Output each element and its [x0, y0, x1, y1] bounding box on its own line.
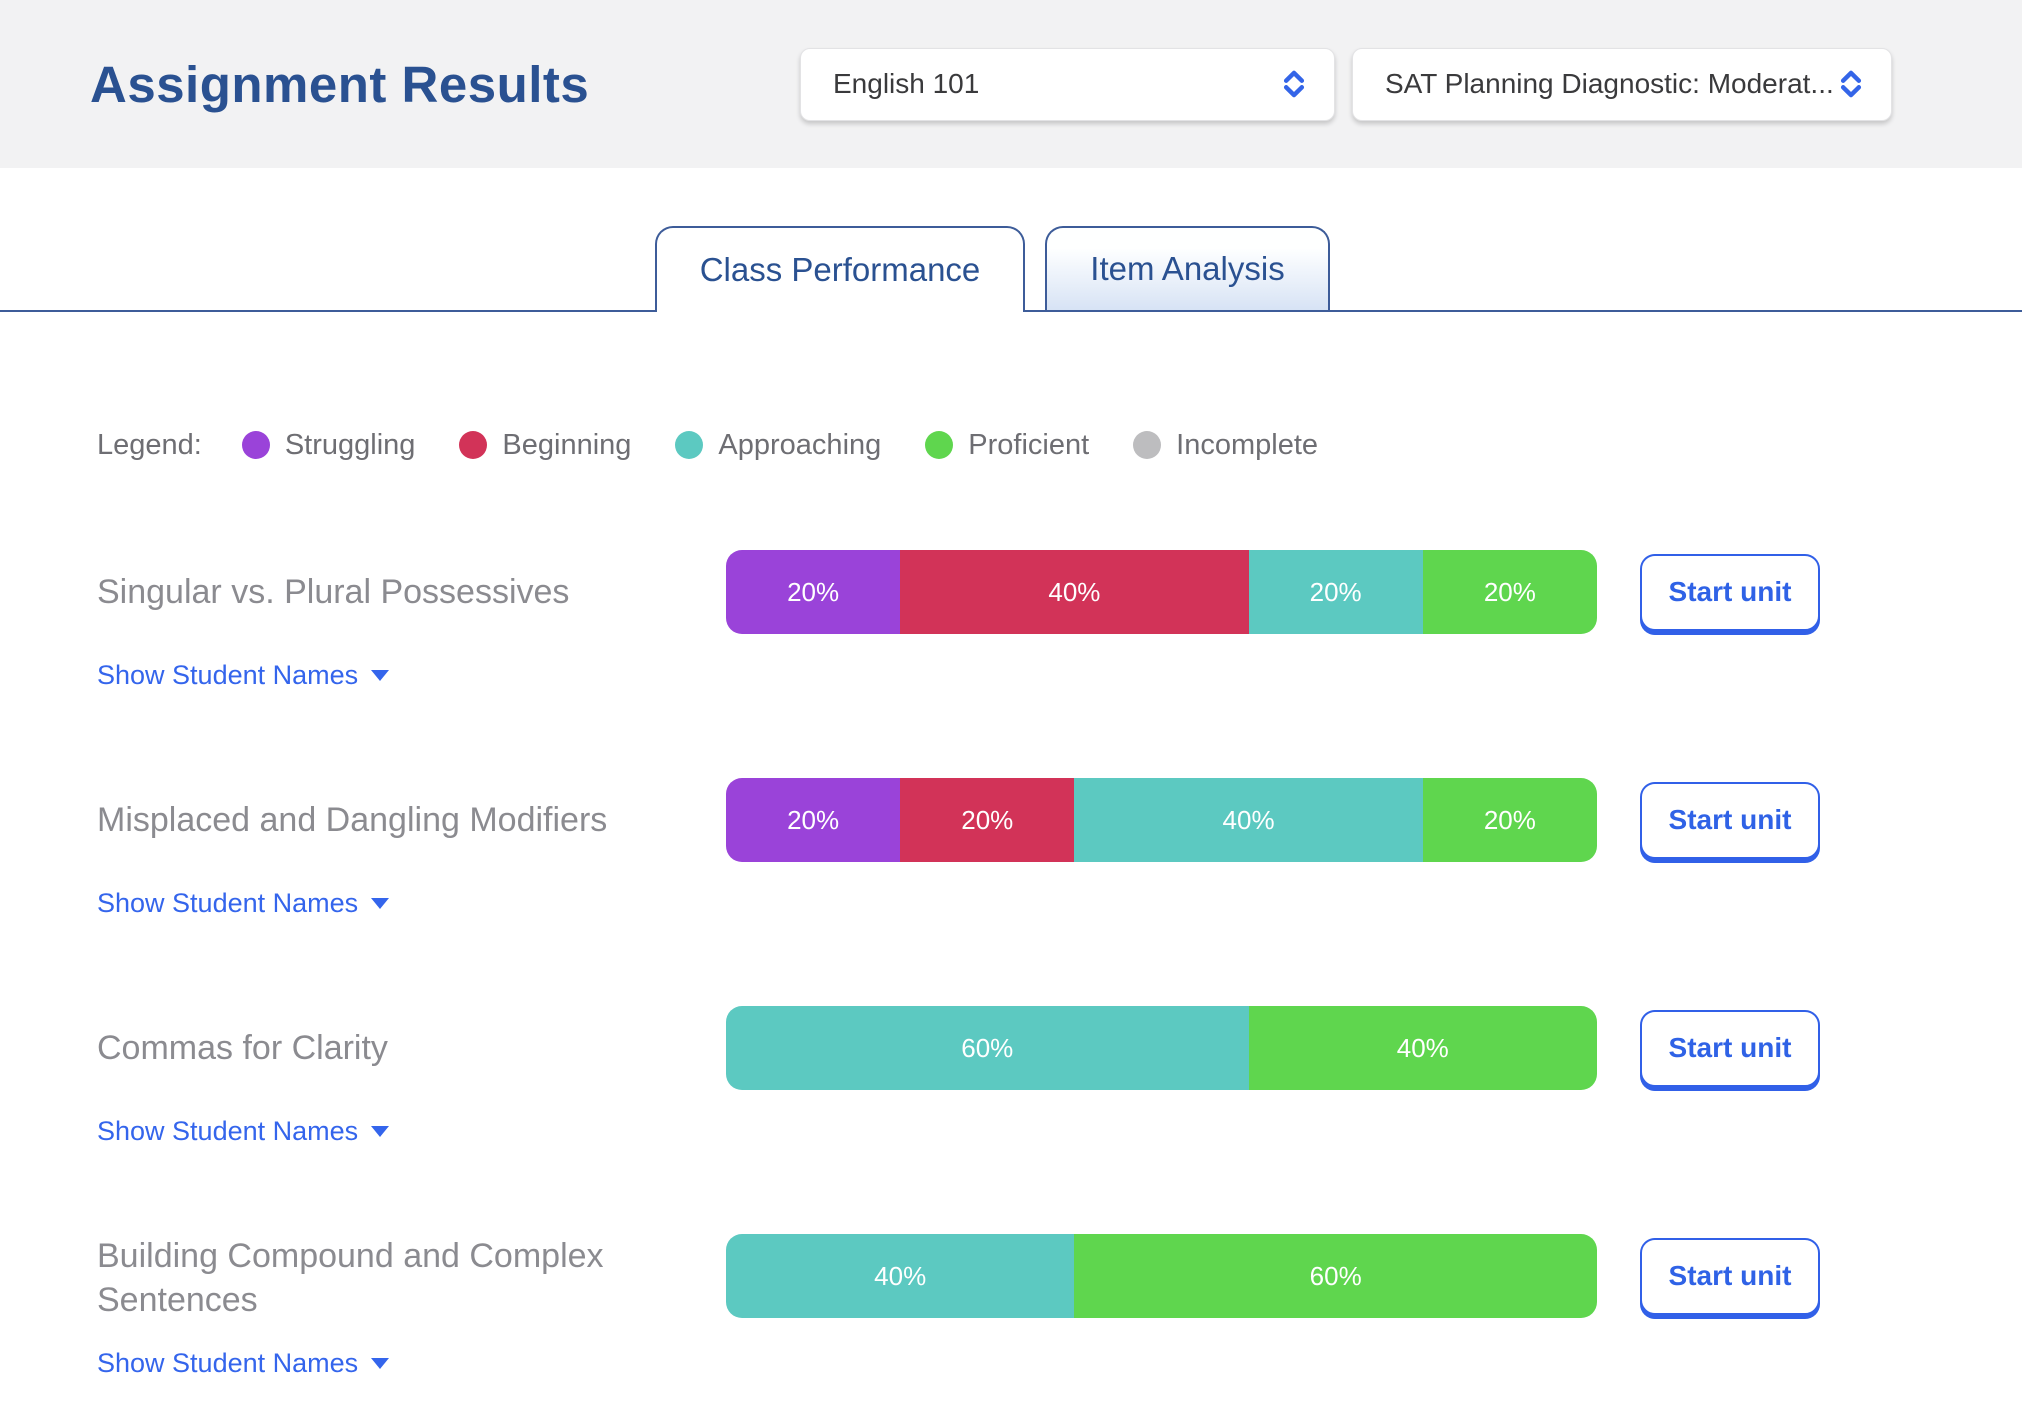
legend-item-label: Beginning [502, 428, 632, 461]
start-unit-button[interactable]: Start unit [1640, 1009, 1820, 1087]
bar-segment-proficient: 40% [1248, 1006, 1597, 1090]
legend-label: Legend: [97, 428, 202, 461]
page-title: Assignment Results [90, 55, 590, 113]
start-unit-button-wrap: Start unit [1640, 1006, 1820, 1090]
class-select-value: English 101 [833, 68, 980, 99]
segment-percent-label: 40% [1222, 804, 1275, 835]
performance-stacked-bar: 60% 40% [726, 1006, 1597, 1090]
performance-stacked-bar: 20% 40% 20% 20% [726, 550, 1597, 634]
segment-percent-label: 20% [1309, 576, 1362, 607]
show-student-names-link[interactable]: Show Student Names [97, 1116, 390, 1147]
legend-item-label: Struggling [284, 428, 416, 461]
legend-item-beginning: Beginning [459, 429, 631, 462]
performance-stacked-bar: 40% 60% [726, 1234, 1597, 1318]
legend-items: Struggling Beginning Approaching Proficient… [241, 428, 1362, 462]
unit-title: Commas for Clarity [97, 1029, 388, 1067]
unit-title: Singular vs. Plural Possessives [97, 573, 570, 611]
unit-info: Commas for Clarity Show Student Names [97, 1006, 726, 1147]
segment-percent-label: 60% [1309, 1260, 1362, 1291]
legend-item-label: Incomplete [1176, 428, 1319, 461]
show-student-names-link[interactable]: Show Student Names [97, 660, 390, 691]
proficient-dot-icon [925, 431, 954, 459]
tab-bar: Class Performance Item Analysis [0, 168, 2022, 312]
unit-result-row: Commas for Clarity Show Student Names 60% 4… [97, 1006, 2022, 1147]
segment-percent-label: 40% [874, 1260, 927, 1291]
segment-percent-label: 60% [961, 1032, 1014, 1063]
show-student-names-label: Show Student Names [97, 660, 359, 690]
start-unit-button[interactable]: Start unit [1640, 553, 1820, 631]
segment-percent-label: 20% [787, 576, 840, 607]
updown-chevron-icon [1840, 70, 1862, 98]
unit-result-row: Building Compound and Complex Sentences S… [97, 1234, 2022, 1379]
legend-item-struggling: Struggling [241, 428, 416, 462]
start-unit-button-wrap: Start unit [1640, 778, 1820, 862]
legend-item-incomplete: Incomplete [1133, 429, 1318, 462]
beginning-dot-icon [459, 431, 488, 459]
bar-segment-struggling: 20% [726, 778, 901, 862]
bar-segment-struggling: 20% [726, 550, 901, 634]
caret-down-icon [371, 1358, 390, 1369]
bar-segment-proficient: 60% [1074, 1234, 1597, 1318]
show-student-names-link[interactable]: Show Student Names [97, 1348, 390, 1379]
segment-percent-label: 20% [961, 804, 1014, 835]
show-student-names-label: Show Student Names [97, 1116, 359, 1146]
class-select[interactable]: English 101 [800, 47, 1335, 121]
caret-down-icon [371, 898, 390, 909]
show-student-names-label: Show Student Names [97, 1348, 359, 1378]
legend-item-proficient: Proficient [925, 429, 1089, 462]
unit-title: Misplaced and Dangling Modifiers [97, 801, 608, 839]
legend: Legend: Struggling Beginning Approaching Pr… [97, 427, 2022, 463]
start-unit-button-wrap: Start unit [1640, 1234, 1820, 1318]
legend-item-label: Proficient [968, 428, 1090, 461]
unit-result-row: Misplaced and Dangling Modifiers Show Stu… [97, 778, 2022, 919]
unit-info: Building Compound and Complex Sentences S… [97, 1234, 726, 1379]
caret-down-icon [371, 670, 390, 681]
approaching-dot-icon [675, 431, 704, 459]
show-student-names-label: Show Student Names [97, 888, 359, 918]
start-unit-button-wrap: Start unit [1640, 550, 1820, 634]
caret-down-icon [371, 1126, 390, 1137]
unit-info: Singular vs. Plural Possessives Show Stud… [97, 550, 726, 691]
bar-segment-approaching: 40% [726, 1234, 1075, 1318]
bar-segment-approaching: 20% [1248, 550, 1423, 634]
legend-item-approaching: Approaching [675, 429, 881, 462]
segment-percent-label: 40% [1048, 576, 1101, 607]
bar-segment-beginning: 40% [900, 550, 1249, 634]
show-student-names-link[interactable]: Show Student Names [97, 888, 390, 919]
struggling-dot-icon [241, 431, 270, 459]
unit-results-list: Singular vs. Plural Possessives Show Stud… [97, 550, 2022, 1379]
bar-segment-approaching: 60% [726, 1006, 1249, 1090]
legend-item-label: Approaching [718, 428, 882, 461]
bar-segment-proficient: 20% [1422, 550, 1597, 634]
segment-percent-label: 20% [1483, 804, 1536, 835]
start-unit-button[interactable]: Start unit [1640, 781, 1820, 859]
tab-item-analysis[interactable]: Item Analysis [1045, 226, 1330, 310]
segment-percent-label: 40% [1396, 1032, 1449, 1063]
performance-stacked-bar: 20% 20% 40% 20% [726, 778, 1597, 862]
tab-class-performance[interactable]: Class Performance [655, 226, 1025, 312]
assignment-select[interactable]: SAT Planning Diagnostic: Moderat... [1352, 47, 1892, 121]
segment-percent-label: 20% [787, 804, 840, 835]
assignment-select-value: SAT Planning Diagnostic: Moderat... [1385, 68, 1834, 99]
unit-title: Building Compound and Complex Sentences [97, 1237, 604, 1319]
bar-segment-beginning: 20% [900, 778, 1075, 862]
unit-info: Misplaced and Dangling Modifiers Show Stu… [97, 778, 726, 919]
segment-percent-label: 20% [1483, 576, 1536, 607]
bar-segment-proficient: 20% [1422, 778, 1597, 862]
header: Assignment Results English 101 SAT Plann… [0, 0, 2022, 168]
start-unit-button[interactable]: Start unit [1640, 1237, 1820, 1315]
bar-segment-approaching: 40% [1074, 778, 1423, 862]
updown-chevron-icon [1283, 70, 1305, 98]
unit-result-row: Singular vs. Plural Possessives Show Stud… [97, 550, 2022, 691]
incomplete-dot-icon [1133, 431, 1162, 459]
